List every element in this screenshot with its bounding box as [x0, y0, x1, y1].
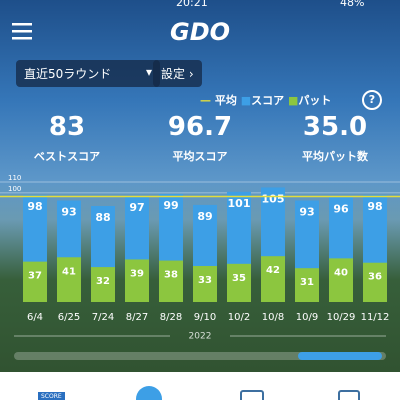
score-label: 96	[333, 202, 349, 215]
y-tick-label: 100	[8, 185, 21, 193]
legend: — 平均 ■スコア ■パット	[200, 94, 332, 107]
menu-icon[interactable]	[12, 22, 34, 40]
chart: 100 110 98 37 6/4 93 41 6/25 88 32 7/24 97 39 8/27 99 3…	[0, 174, 400, 360]
stat-value: 83	[48, 112, 86, 142]
nav-icon[interactable]	[240, 390, 264, 400]
putt-label: 38	[164, 270, 178, 281]
putt-bar	[57, 257, 81, 302]
putt-bar	[23, 261, 47, 302]
x-tick-label: 6/25	[58, 312, 80, 323]
scroll-thumb[interactable]	[298, 352, 382, 360]
putt-bar	[261, 256, 285, 302]
range-dropdown[interactable]: 直近50ラウンド ▾	[16, 60, 160, 87]
putt-bar	[159, 260, 183, 302]
logo: GDO	[170, 18, 231, 46]
x-tick-label: 8/28	[160, 312, 182, 323]
score-label: 97	[129, 201, 144, 214]
putt-label: 41	[62, 266, 76, 277]
settings-button[interactable]: 設定 ›	[153, 60, 202, 87]
x-tick-label: 6/4	[27, 312, 43, 323]
scroll-track	[14, 352, 386, 360]
stat-value: 96.7	[167, 112, 233, 142]
stat-label: ベストスコア	[33, 150, 101, 163]
x-tick-label: 8/27	[126, 312, 148, 323]
status-battery: 48%	[340, 0, 365, 9]
putt-label: 39	[130, 268, 144, 279]
year-label: 2022	[189, 332, 212, 342]
putt-bar	[295, 268, 319, 302]
legend-putt: パット	[298, 94, 332, 107]
putt-label: 36	[368, 272, 382, 283]
stat-label: 平均パット数	[302, 150, 368, 163]
legend-score: スコア	[251, 94, 285, 107]
nav-icon[interactable]	[338, 390, 360, 400]
putt-label: 31	[300, 277, 314, 288]
score-label: 88	[95, 211, 110, 224]
score-label: 89	[197, 210, 212, 223]
putt-label: 35	[232, 273, 246, 284]
x-tick-label: 9/10	[194, 312, 216, 323]
putt-bar	[363, 262, 387, 302]
putt-bar	[91, 267, 115, 302]
putt-label: 37	[28, 271, 42, 282]
x-tick-label: 10/9	[296, 312, 318, 323]
bottom-nav: SCORE	[0, 372, 400, 400]
score-label: 98	[27, 200, 42, 213]
putt-label: 33	[198, 275, 212, 286]
score-label: 93	[61, 206, 76, 219]
score-label: 105	[262, 192, 285, 205]
putt-bar	[125, 259, 149, 302]
x-tick-label: 10/2	[228, 312, 250, 323]
score-label: 98	[367, 200, 382, 213]
putt-bar	[193, 266, 217, 302]
putt-bar	[227, 263, 251, 302]
x-tick-label: 11/12	[361, 312, 390, 323]
y-tick-label: 110	[8, 174, 21, 182]
legend-average: 平均	[214, 94, 237, 107]
range-text: 直近50ラウンド	[24, 67, 112, 81]
nav-icon[interactable]	[136, 386, 162, 400]
score-label: 101	[228, 197, 251, 210]
settings-text: 設定	[161, 67, 186, 81]
stat-label: 平均スコア	[172, 150, 228, 163]
putt-bar	[329, 258, 353, 302]
score-label: 99	[163, 199, 178, 212]
putt-label: 40	[334, 267, 348, 278]
x-tick-label: 7/24	[92, 312, 114, 323]
score-badge[interactable]: SCORE	[38, 392, 65, 400]
status-time: 20:21	[176, 0, 208, 9]
x-tick-label: 10/8	[262, 312, 284, 323]
help-icon[interactable]: ?	[362, 90, 382, 110]
stat-value: 35.0	[302, 112, 368, 142]
x-tick-label: 10/29	[327, 312, 356, 323]
score-label: 93	[299, 206, 314, 219]
putt-label: 42	[266, 265, 280, 276]
putt-label: 32	[96, 276, 110, 287]
